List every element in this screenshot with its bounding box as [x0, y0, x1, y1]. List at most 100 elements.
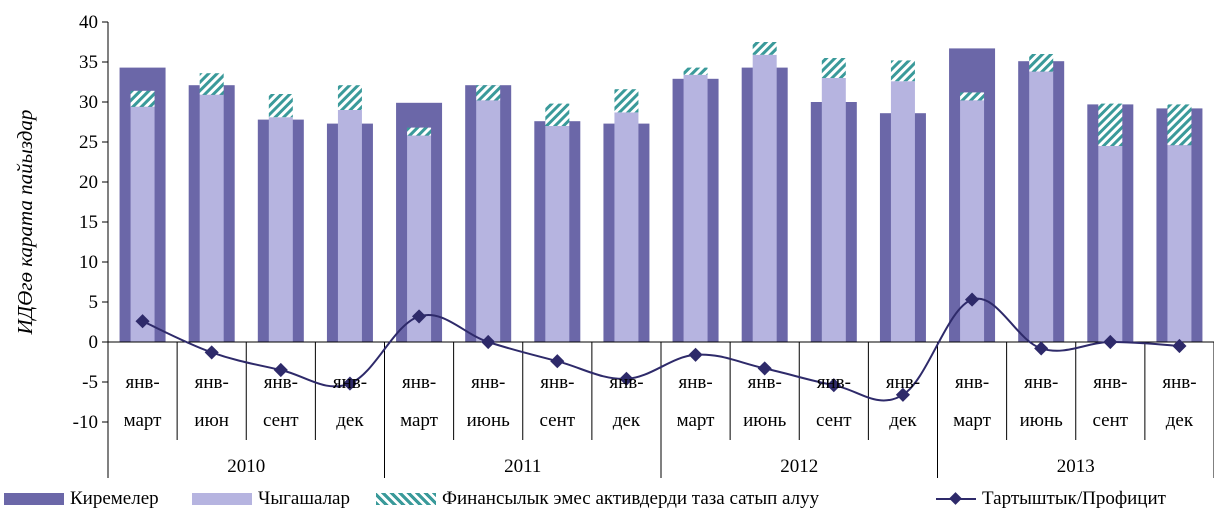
- category-label-line1: янв-: [471, 372, 505, 393]
- category-label-line2: март: [953, 410, 992, 431]
- expenditure-bar: [614, 112, 639, 343]
- y-tick-label: 0: [89, 332, 99, 353]
- balance-point: [1172, 338, 1187, 354]
- category-label-line1: янв-: [540, 372, 574, 393]
- category-label-line1: янв-: [609, 372, 643, 393]
- nonfinancial-assets-bar: [407, 127, 432, 136]
- legend-item-balance: Тартыштык/Профицит: [936, 488, 1166, 510]
- expenditure-bar: [268, 117, 293, 342]
- legend-swatch-balance: [936, 492, 976, 506]
- legend-swatch-expenditure: [192, 493, 252, 505]
- year-label: 2013: [1057, 456, 1095, 477]
- nonfinancial-assets-bar: [1167, 104, 1192, 146]
- category-label-line1: янв-: [333, 372, 367, 393]
- legend-item-expenditure: Чыгашалар: [192, 488, 350, 510]
- nonfinancial-assets-bar: [614, 89, 639, 113]
- legend-swatch-nonfinancial-assets: [376, 493, 436, 505]
- expenditure-bar: [476, 100, 501, 343]
- balance-point: [135, 314, 150, 329]
- balance-point: [619, 371, 634, 386]
- balance-point: [481, 334, 496, 350]
- legend-swatch-revenue: [4, 493, 64, 505]
- expenditure-bar: [199, 94, 224, 342]
- category-label-line2: дек: [1166, 410, 1194, 431]
- chart-canvas: -10 -5 0 5 10 15 20 25 30 35 40 янв-март янв-июн янв-…: [13, 12, 1214, 478]
- y-tick-label: 40: [79, 12, 98, 33]
- category-label-line1: янв-: [1024, 372, 1058, 393]
- expenditure-bar: [752, 54, 777, 343]
- balance-point: [204, 345, 219, 360]
- category-label-line2: июн: [194, 410, 229, 431]
- category-label-line2: июнь: [743, 410, 787, 431]
- category-label-line1: янв-: [195, 372, 229, 393]
- balance-point: [273, 362, 288, 378]
- legend-item-revenue: Киремелер: [4, 488, 159, 510]
- category-label-line2: сент: [540, 410, 576, 431]
- category-label-line2: дек: [336, 410, 364, 431]
- expenditure-bar: [683, 74, 708, 343]
- balance-point: [342, 376, 358, 391]
- nonfinancial-assets-bar: [683, 67, 708, 75]
- nonfinancial-assets-bar: [890, 60, 915, 82]
- y-tick-label: 25: [79, 132, 98, 153]
- expenditure-bar: [1029, 71, 1054, 342]
- y-tick-label: 5: [89, 292, 99, 313]
- nonfinancial-assets-bar: [1029, 54, 1054, 72]
- y-tick-label: -10: [73, 412, 98, 433]
- balance-point: [964, 292, 980, 307]
- labels-layer: -10 -5 0 5 10 15 20 25 30 35 40 янв-март янв-июн янв-…: [13, 12, 1197, 477]
- y-tick-label: 35: [79, 52, 98, 73]
- balance-line: [142, 297, 1180, 402]
- expenditure-bar: [130, 106, 155, 342]
- legend-item-nonfinancial-assets: Финансылык эмес активдерди таза сатып ал…: [376, 488, 819, 510]
- balance-line-layer: [135, 292, 1187, 402]
- y-tick-label: 10: [79, 252, 98, 273]
- year-label: 2012: [780, 456, 818, 477]
- balance-point: [1034, 341, 1049, 356]
- y-tick-label: -5: [82, 372, 98, 393]
- category-label-line2: март: [400, 410, 439, 431]
- nonfinancial-assets-bar: [752, 42, 777, 55]
- nonfinancial-assets-bar: [1098, 103, 1123, 146]
- legend-label-expenditure: Чыгашалар: [258, 488, 350, 509]
- category-label-line1: янв-: [264, 372, 298, 393]
- y-tick-label: 30: [79, 92, 98, 113]
- category-label-line1: янв-: [678, 372, 712, 393]
- nonfinancial-assets-bar: [545, 103, 570, 126]
- category-label-line1: янв-: [817, 372, 851, 393]
- category-label-line1: янв-: [125, 372, 159, 393]
- year-label: 2010: [227, 456, 265, 477]
- balance-point: [411, 309, 427, 324]
- y-tick-label: 15: [79, 212, 98, 233]
- category-label-line1: янв-: [955, 372, 989, 393]
- expenditure-bar: [821, 78, 846, 342]
- legend: Киремелер Чыгашалар Финансылык эмес акти…: [0, 488, 1214, 514]
- balance-point: [757, 361, 772, 376]
- category-label-line2: март: [124, 410, 163, 431]
- y-tick-label: 20: [79, 172, 98, 193]
- year-label: 2011: [504, 456, 541, 477]
- category-label-line1: янв-: [1093, 372, 1127, 393]
- category-label-line1: янв-: [402, 372, 436, 393]
- nonfinancial-assets-bar: [476, 85, 501, 101]
- category-label-line2: июнь: [467, 410, 511, 431]
- balance-point: [895, 387, 911, 402]
- expenditure-bar: [1167, 145, 1192, 342]
- expenditure-bar: [890, 81, 915, 342]
- legend-label-balance: Тартыштык/Профицит: [982, 488, 1166, 509]
- expenditure-bar: [1098, 146, 1123, 342]
- category-label-line2: июнь: [1020, 410, 1064, 431]
- category-label-line2: дек: [889, 410, 917, 431]
- category-label-line1: янв-: [1162, 372, 1196, 393]
- category-label-line2: сент: [1093, 410, 1129, 431]
- category-label-line2: март: [677, 410, 716, 431]
- bars-layer: [119, 42, 1203, 343]
- nonfinancial-assets-bar: [337, 85, 362, 110]
- balance-point: [688, 347, 703, 362]
- nonfinancial-assets-bar: [130, 90, 155, 107]
- expenditure-bar: [407, 135, 432, 342]
- balance-point: [826, 378, 841, 393]
- expenditure-bar: [337, 110, 362, 342]
- nonfinancial-assets-bar: [960, 92, 985, 101]
- category-label-line2: сент: [816, 410, 852, 431]
